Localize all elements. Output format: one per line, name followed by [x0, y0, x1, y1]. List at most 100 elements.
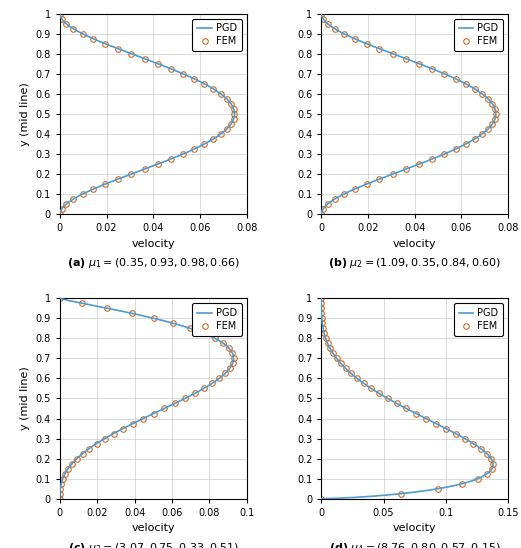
FEM [390, 171, 396, 178]
PGD [318, 10, 325, 17]
FEM [398, 490, 404, 497]
FEM [171, 400, 178, 407]
PGD [492, 116, 498, 122]
FEM [229, 360, 235, 367]
FEM [155, 60, 161, 67]
PGD [118, 47, 124, 53]
PGD [355, 376, 362, 383]
FEM [170, 320, 177, 327]
FEM [58, 206, 65, 213]
PGD [197, 387, 204, 393]
FEM [489, 465, 495, 472]
FEM [210, 85, 216, 92]
FEM [338, 360, 344, 367]
FEM [63, 201, 69, 207]
FEM [403, 55, 410, 62]
Line: FEM: FEM [57, 11, 237, 217]
FEM [364, 41, 370, 47]
Legend: PGD, FEM: PGD, FEM [454, 303, 503, 336]
FEM [110, 430, 117, 437]
FEM [331, 25, 338, 32]
FEM [168, 66, 174, 72]
FEM [230, 106, 237, 112]
FEM [57, 486, 64, 492]
PGD [320, 15, 326, 22]
FEM [129, 310, 135, 317]
PGD [318, 295, 325, 301]
FEM [115, 45, 121, 52]
FEM [364, 181, 370, 187]
X-axis label: velocity: velocity [131, 523, 175, 533]
FEM [342, 365, 349, 372]
FEM [182, 395, 188, 402]
FEM [453, 430, 459, 437]
FEM [325, 20, 331, 27]
PGD [492, 115, 499, 121]
FEM [320, 325, 326, 332]
FEM [218, 90, 224, 97]
FEM [348, 370, 354, 376]
FEM [376, 176, 382, 182]
Text: $\mathbf{(a)}$ $\mu_{1} = (0.35, 0.93, 0.98, 0.66)$: $\mathbf{(a)}$ $\mu_{1} = (0.35, 0.93, 0… [67, 256, 240, 270]
PGD [174, 399, 180, 406]
FEM [463, 141, 469, 147]
FEM [212, 335, 218, 341]
FEM [155, 161, 161, 167]
FEM [318, 300, 325, 306]
PGD [480, 92, 487, 98]
FEM [79, 450, 85, 457]
PGD [231, 115, 237, 121]
FEM [142, 55, 148, 62]
FEM [325, 340, 331, 347]
FEM [330, 350, 336, 357]
Y-axis label: y (mid line): y (mid line) [20, 82, 30, 146]
PGD [371, 387, 377, 393]
FEM [416, 161, 423, 167]
FEM [231, 111, 238, 117]
FEM [191, 390, 197, 397]
FEM [433, 420, 439, 427]
FEM [318, 10, 325, 17]
FEM [102, 41, 108, 47]
Text: $\mathbf{(c)}$ $\mu_{3} = (3.07, 0.75, 0.33, 0.51)$: $\mathbf{(c)}$ $\mu_{3} = (3.07, 0.75, 0… [68, 541, 239, 548]
FEM [460, 481, 466, 487]
FEM [394, 400, 400, 407]
FEM [489, 101, 495, 107]
FEM [319, 315, 325, 322]
FEM [102, 181, 108, 187]
FEM [493, 111, 499, 117]
FEM [57, 211, 63, 218]
FEM [479, 130, 485, 137]
FEM [90, 36, 96, 42]
PGD [78, 300, 84, 306]
FEM [218, 130, 224, 137]
FEM [429, 156, 436, 162]
FEM [201, 385, 207, 392]
FEM [413, 410, 419, 417]
PGD [203, 331, 209, 338]
FEM [321, 330, 327, 336]
FEM [435, 486, 441, 492]
FEM [485, 125, 491, 132]
FEM [441, 151, 448, 157]
FEM [151, 315, 157, 322]
FEM [93, 440, 100, 447]
FEM [429, 66, 436, 72]
FEM [102, 435, 108, 442]
FEM [224, 95, 230, 102]
FEM [70, 196, 77, 202]
FEM [416, 60, 423, 67]
FEM [453, 76, 459, 82]
FEM [318, 495, 325, 502]
PGD [321, 331, 328, 338]
FEM [354, 375, 361, 382]
FEM [352, 36, 358, 42]
FEM [201, 330, 207, 336]
FEM [128, 50, 134, 57]
FEM [403, 165, 410, 172]
FEM [79, 300, 85, 306]
FEM [483, 450, 490, 457]
PGD [215, 376, 221, 383]
FEM [453, 146, 459, 152]
FEM [191, 146, 197, 152]
